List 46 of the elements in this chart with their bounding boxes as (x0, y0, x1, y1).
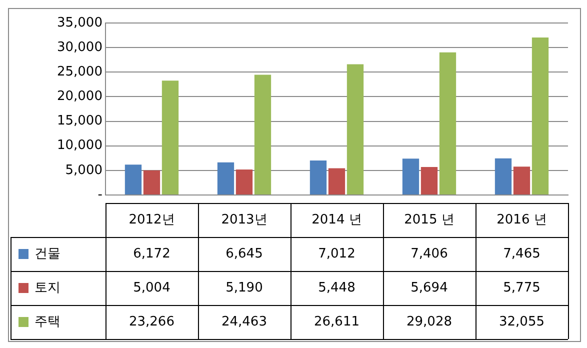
y-tick-label: 20,000 (56, 89, 102, 104)
bar (402, 158, 420, 194)
data-label: 7,406 (410, 246, 448, 262)
y-tick-label: 15,000 (56, 114, 102, 129)
bar (217, 162, 234, 194)
data-label: 5,004 (133, 280, 170, 296)
data-label: 5,448 (318, 280, 356, 296)
bar (310, 160, 327, 194)
data-label: 5,694 (410, 280, 448, 296)
y-tick-label: - (98, 187, 103, 202)
bar (236, 169, 253, 194)
data-label: 6,172 (133, 246, 170, 262)
data-label: 6,645 (226, 246, 263, 262)
legend-label: 주택 (34, 314, 60, 330)
y-tick-label: 25,000 (56, 64, 102, 80)
bar (162, 80, 179, 194)
bar (494, 158, 512, 194)
y-tick-label: 5,000 (65, 162, 102, 178)
y-tick-label: 30,000 (56, 40, 102, 55)
x-tick-label: 2012년 (128, 212, 175, 228)
data-label: 23,266 (128, 314, 174, 330)
bar (420, 167, 438, 194)
legend-label: 건물 (34, 246, 60, 262)
bar (124, 164, 142, 194)
bar (513, 166, 530, 194)
data-label: 5,190 (226, 280, 263, 296)
bar (346, 64, 364, 194)
x-tick-label: 2015 년 (404, 212, 454, 228)
data-label: 7,012 (318, 246, 356, 262)
x-tick-label: 2014 년 (312, 212, 362, 228)
data-label: 5,775 (503, 280, 540, 296)
x-tick-label: 2016 년 (496, 212, 547, 228)
bar (328, 168, 346, 194)
data-label: 24,463 (221, 314, 267, 330)
data-label: 26,611 (314, 314, 360, 330)
bar (532, 37, 549, 194)
legend-label: 토지 (34, 280, 60, 296)
data-label: 7,465 (503, 246, 540, 262)
data-label: 32,055 (499, 314, 544, 330)
bar (439, 52, 456, 194)
bar (254, 74, 272, 194)
x-tick-label: 2013년 (221, 212, 268, 228)
bar (143, 170, 160, 194)
data-label: 29,028 (406, 314, 452, 330)
y-tick-label: 10,000 (56, 138, 102, 154)
y-tick-label: 35,000 (56, 15, 102, 30)
